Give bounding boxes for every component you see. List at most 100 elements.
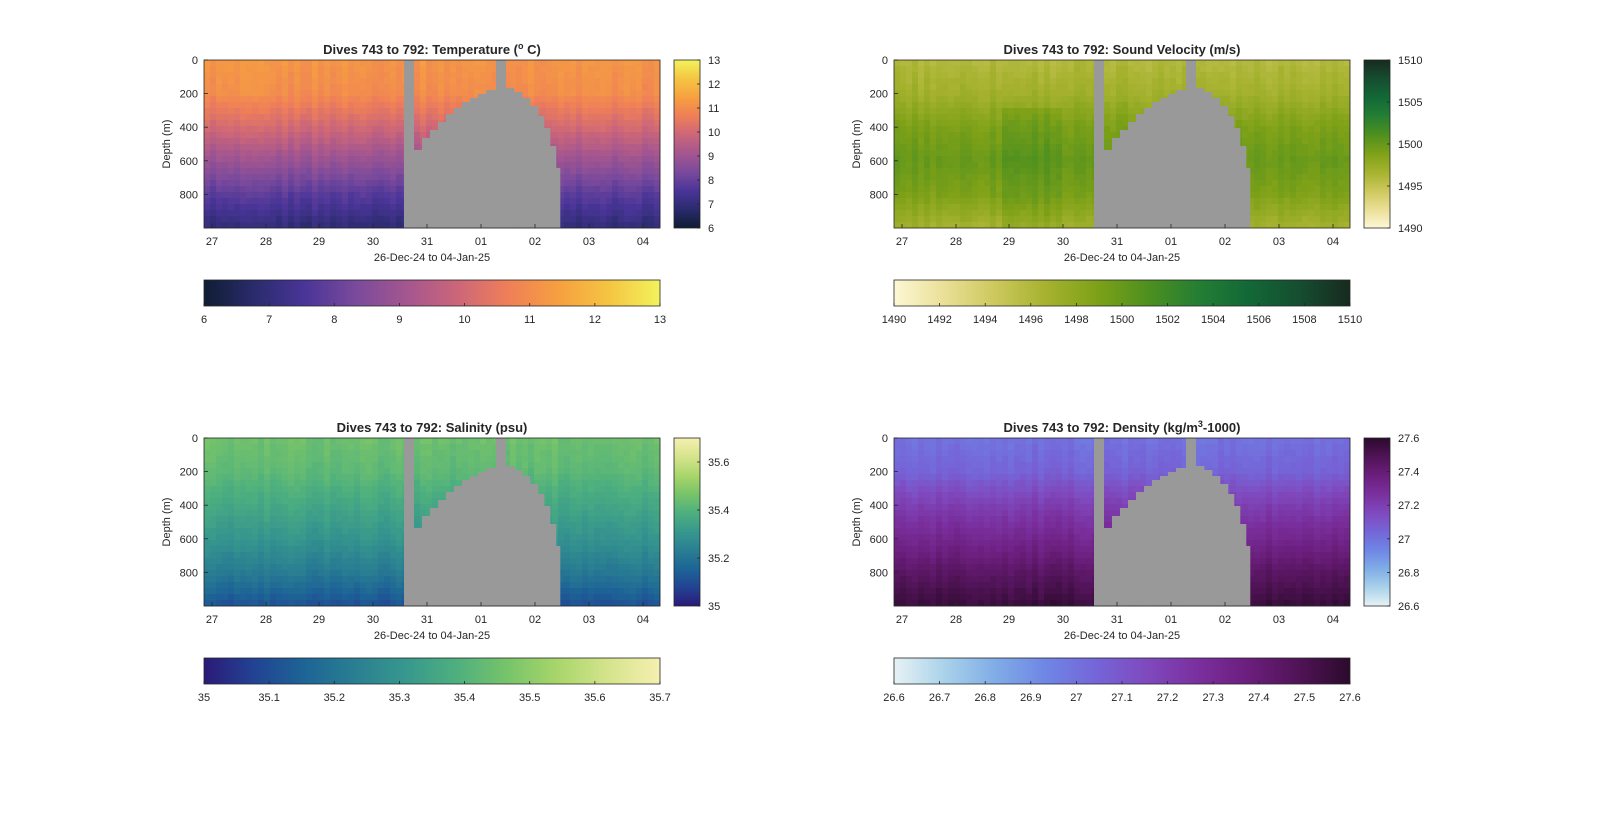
heat-cell [228,156,235,163]
heat-cell [1326,114,1333,121]
heat-cell [1242,120,1249,127]
heat-cell [1308,138,1315,145]
heat-cell [234,168,241,175]
heat-cell [636,168,643,175]
heat-cell [222,66,229,73]
heat-cell [1116,96,1123,103]
heat-cell [270,204,277,211]
heat-cell [1254,108,1261,115]
heat-cell [366,72,373,79]
heat-cell [378,216,385,223]
heat-cell [996,174,1003,181]
heat-cell [282,180,289,187]
heat-cell [336,162,343,169]
heat-cell [300,462,307,469]
heat-cell [1308,90,1315,97]
heat-cell [1266,192,1273,199]
heat-cell [1080,204,1087,211]
heat-cell [1086,138,1093,145]
heat-cell [330,90,337,97]
heat-cell [240,528,247,535]
heat-cell [306,450,313,457]
heat-cell [210,180,217,187]
heat-cell [564,96,571,103]
heat-cell [1218,102,1225,109]
heat-cell [1314,72,1321,79]
heat-cell [1344,174,1351,181]
heat-cell [306,486,313,493]
heat-cell [270,540,277,547]
heat-cell [246,570,253,577]
heat-cell [276,84,283,91]
heat-cell [282,102,289,109]
heat-cell [942,96,949,103]
heat-cell [576,96,583,103]
heat-cell [642,126,649,133]
heat-cell [234,504,241,511]
heat-cell [210,144,217,151]
heat-cell [234,222,241,229]
heat-cell [1050,210,1057,217]
heat-cell [360,90,367,97]
heat-cell [942,180,949,187]
heat-cell [1284,192,1291,199]
heat-cell [264,132,271,139]
heat-cell [246,534,253,541]
heat-cell [1056,132,1063,139]
heat-cell [918,96,925,103]
heat-cell [252,576,259,583]
heat-cell [1254,78,1261,85]
heat-cell [510,72,517,79]
heat-cell [342,144,349,151]
heat-cell [630,150,637,157]
heat-cell [930,132,937,139]
heat-cell [1254,90,1261,97]
y-tick-label: 800 [870,189,888,201]
heat-cell [426,114,433,121]
heat-cell [480,90,487,97]
heat-cell [234,72,241,79]
heat-cell [564,90,571,97]
heat-cell [534,78,541,85]
heat-cell [1242,102,1249,109]
heat-cell [900,210,907,217]
heat-cell [642,198,649,205]
heat-cell [234,474,241,481]
heat-cell [624,84,631,91]
heat-cell [570,162,577,169]
heat-cell [252,486,259,493]
heat-cell [1266,144,1273,151]
heat-cell [384,60,391,67]
heat-cell [330,84,337,91]
heat-cell [936,66,943,73]
heat-cell [258,570,265,577]
heat-cell [942,144,949,151]
heat-cell [366,96,373,103]
heat-cell [282,192,289,199]
heat-cell [1290,186,1297,193]
heat-cell [300,600,307,607]
heat-cell [654,222,661,229]
heat-cell [360,66,367,73]
heat-cell [234,480,241,487]
heat-cell [294,510,301,517]
heat-cell [900,84,907,91]
heat-cell [636,60,643,67]
heat-cell [306,102,313,109]
heat-cell [1290,102,1297,109]
heat-cell [1080,132,1087,139]
heat-cell [1248,96,1255,103]
heat-cell [228,522,235,529]
heat-cell [240,114,247,121]
bottom-colorbar-tick-label: 12 [589,314,601,326]
heat-cell [570,198,577,205]
heat-cell [276,546,283,553]
heat-cell [948,222,955,229]
heat-cell [966,60,973,67]
heat-cell [1086,186,1093,193]
heat-cell [960,66,967,73]
heat-cell [222,504,229,511]
heat-cell [978,72,985,79]
heat-cell [1320,144,1327,151]
heat-cell [1338,84,1345,91]
